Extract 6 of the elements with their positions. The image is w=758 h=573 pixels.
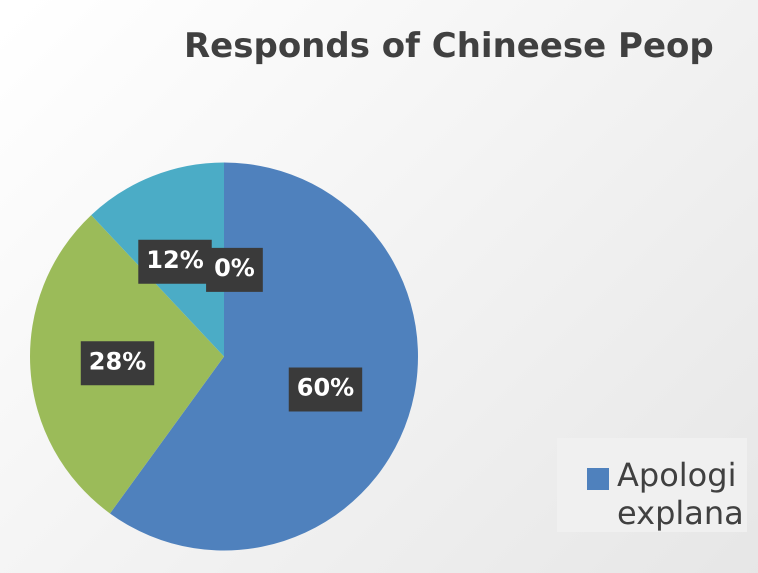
data-label: 28% <box>88 347 146 376</box>
legend-label: Apologi explana <box>617 456 745 532</box>
data-label: 60% <box>296 374 354 402</box>
chart-title: Responds of Chineese Peop <box>184 26 714 66</box>
text: 0% <box>214 254 255 282</box>
data-label: 12% <box>146 246 204 274</box>
